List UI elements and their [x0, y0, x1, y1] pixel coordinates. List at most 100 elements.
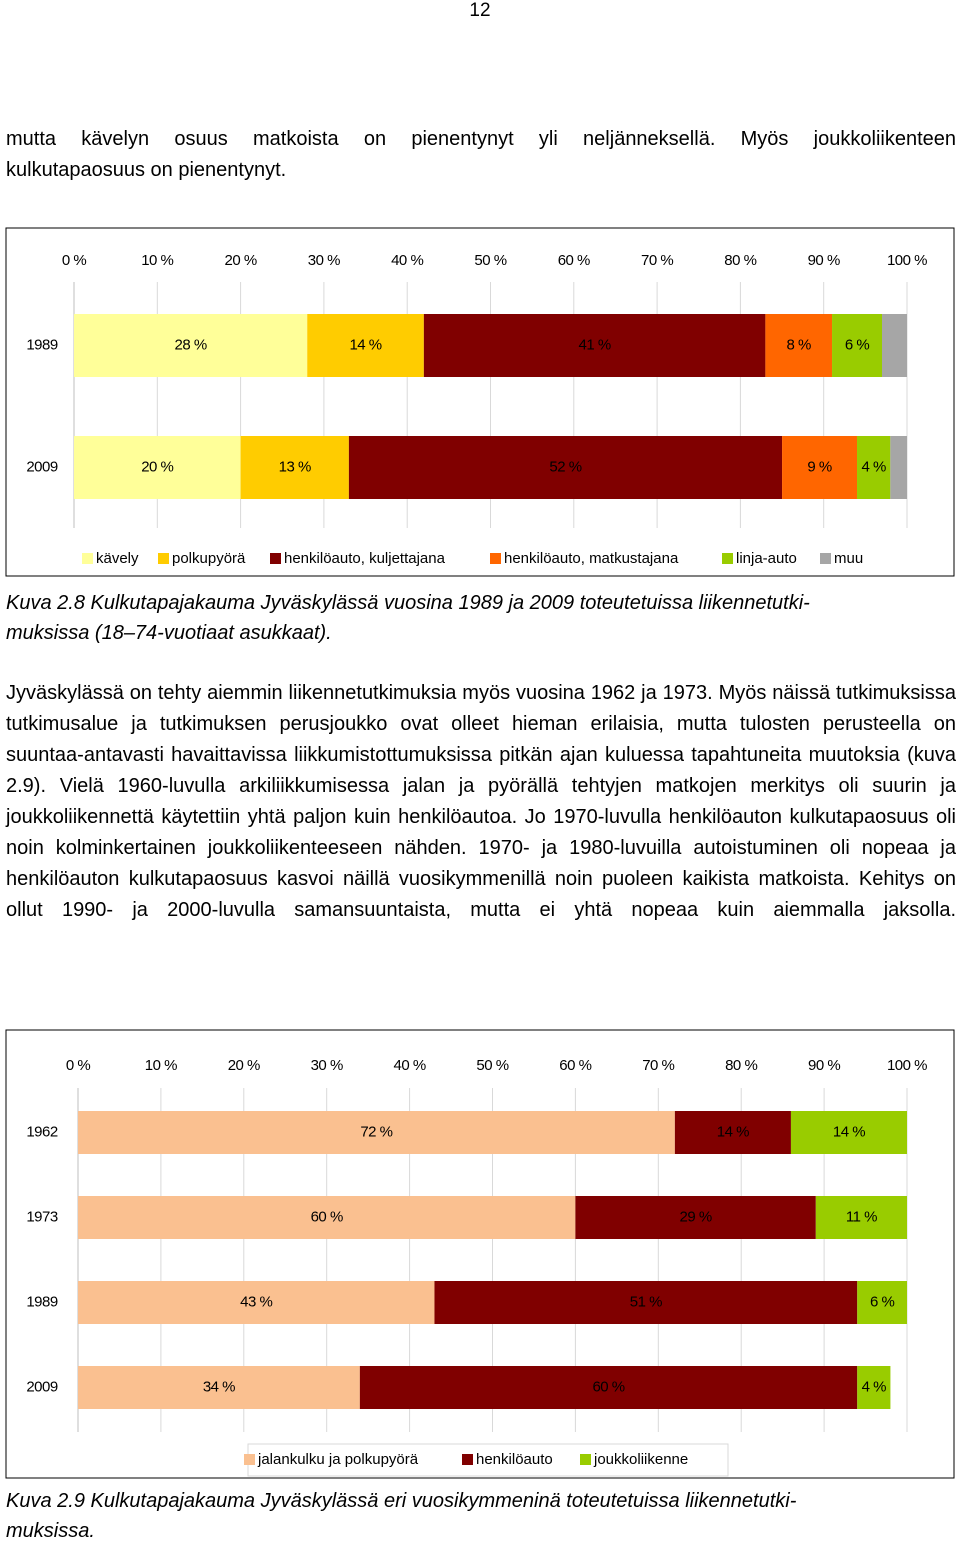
figure-caption-2-9-line-1: Kuva 2.9 Kulkutapajakauma Jyväskylässä e… [6, 1490, 797, 1512]
chart1-legend-swatch [722, 553, 733, 564]
chart1-legend-label: muu [834, 550, 863, 567]
chart1-category-label: 2009 [26, 458, 58, 475]
chart1-bar-segment [882, 314, 907, 377]
chart1-bar-segment [890, 436, 907, 499]
chart2-data-label: 14 % [833, 1123, 865, 1140]
chart1-legend-label: henkilöauto, kuljettajana [284, 550, 446, 567]
chart1-legend-label: henkilöauto, matkustajana [504, 550, 679, 567]
chart2-bar-segment [434, 1281, 858, 1324]
chart2-legend-box [247, 1443, 729, 1477]
page-number: 12 [469, 0, 491, 21]
chart2-bar-segment [359, 1366, 858, 1409]
chart1-x-tick-label: 70 % [641, 252, 673, 269]
chart2-x-tick-label: 70 % [642, 1057, 674, 1074]
chart2-data-label: 72 % [360, 1123, 392, 1140]
chart2-bar-segment [78, 1366, 360, 1409]
chart1-category-label: 1989 [26, 336, 58, 353]
chart1-legend-swatch [490, 553, 501, 564]
chart1-legend-label: kävely [96, 550, 139, 567]
chart2-data-label: 4 % [862, 1378, 887, 1395]
chart1-data-label: 41 % [579, 336, 611, 353]
chart1-data-label: 52 % [549, 458, 581, 475]
chart2-data-label: 11 % [846, 1208, 877, 1225]
chart1-data-label: 8 % [787, 336, 812, 353]
chart1-data-label: 6 % [845, 336, 870, 353]
chart1-x-tick-label: 50 % [474, 252, 506, 269]
chart2-x-tick-label: 50 % [476, 1057, 508, 1074]
chart2-data-label: 43 % [240, 1293, 272, 1310]
chart2-x-tick-label: 100 % [887, 1057, 927, 1074]
chart2-x-tick-label: 30 % [311, 1057, 343, 1074]
chart1-legend-swatch [82, 553, 93, 564]
chart2-data-label: 6 % [870, 1293, 895, 1310]
chart2-frame [5, 1029, 955, 1479]
chart2-data-label: 34 % [203, 1378, 235, 1395]
chart2-legend-swatch [580, 1454, 591, 1465]
chart2-bar-segment [790, 1111, 907, 1154]
chart1-x-tick-label: 10 % [141, 252, 173, 269]
chart1-x-tick-label: 80 % [724, 252, 756, 269]
chart2-bar-segment [78, 1281, 435, 1324]
intro-text-line-1: mutta kävelyn osuus matkoista on pienent… [6, 128, 956, 150]
chart2-data-label: 51 % [630, 1293, 662, 1310]
chart1-data-label: 28 % [175, 336, 207, 353]
chart2-data-label: 60 % [311, 1208, 343, 1225]
chart1-bar-segment [423, 314, 766, 377]
chart1-bar-segment [348, 436, 783, 499]
chart1-bar-segment [857, 436, 891, 499]
chart1-bar-segment [307, 314, 424, 377]
chart1-data-label: 14 % [349, 336, 381, 353]
chart1-x-tick-label: 30 % [308, 252, 340, 269]
chart1-data-label: 9 % [807, 458, 832, 475]
body-paragraph: Jyväskylässä on tehty aiemmin liikennetu… [6, 682, 956, 921]
chart2-bar-segment [78, 1111, 675, 1154]
chart2-legend-swatch [244, 1454, 255, 1465]
chart2-x-tick-label: 80 % [725, 1057, 757, 1074]
chart1-x-tick-label: 60 % [558, 252, 590, 269]
chart1-x-tick-label: 40 % [391, 252, 423, 269]
chart2-bar-segment [575, 1196, 816, 1239]
chart1-data-label: 13 % [279, 458, 311, 475]
chart2-data-label: 60 % [592, 1378, 624, 1395]
chart2-bar-segment [857, 1281, 907, 1324]
chart1-data-label: 4 % [862, 458, 887, 475]
chart1-legend-label: linja-auto [736, 550, 797, 567]
chart1-bar-segment [782, 436, 858, 499]
chart2-category-label: 1973 [26, 1208, 58, 1225]
chart1-bar-segment [240, 436, 349, 499]
chart2-bar-segment [815, 1196, 907, 1239]
chart2-legend-label: jalankulku ja polkupyörä [257, 1451, 419, 1468]
chart1-bar-segment [74, 436, 241, 499]
figure-caption-2-8-line-1: Kuva 2.8 Kulkutapajakauma Jyväskylässä v… [6, 592, 810, 614]
chart2-category-label: 1962 [26, 1123, 58, 1140]
chart2-bar-segment [78, 1196, 576, 1239]
chart1-x-tick-label: 0 % [62, 252, 87, 269]
chart1-legend-swatch [158, 553, 169, 564]
chart1-bar-segment [765, 314, 833, 377]
chart1-data-label: 20 % [141, 458, 173, 475]
chart2-legend-label: henkilöauto [476, 1451, 553, 1468]
chart2-x-tick-label: 40 % [393, 1057, 425, 1074]
chart2-bar-segment [674, 1111, 791, 1154]
chart1-legend-swatch [820, 553, 831, 564]
chart2-x-tick-label: 90 % [808, 1057, 840, 1074]
figure-caption-2-9-line-2: muksissa. [6, 1520, 95, 1542]
chart2-x-tick-label: 20 % [228, 1057, 260, 1074]
chart1-bar-segment [74, 314, 308, 377]
intro-text-line-2: kulkutapaosuus on pienentynyt. [6, 159, 287, 181]
chart1-x-tick-label: 20 % [224, 252, 256, 269]
chart2-x-tick-label: 0 % [66, 1057, 91, 1074]
chart1-x-tick-label: 100 % [887, 252, 927, 269]
chart1-x-tick-label: 90 % [808, 252, 840, 269]
chart2-data-label: 29 % [680, 1208, 712, 1225]
chart1-legend-swatch [270, 553, 281, 564]
chart1-frame [5, 227, 955, 577]
chart1-legend-label: polkupyörä [172, 550, 246, 567]
figure-caption-2-8-line-2: muksissa (18–74-vuotiaat asukkaat). [6, 622, 332, 644]
chart2-data-label: 14 % [717, 1123, 749, 1140]
chart2-legend-label: joukkoliikenne [593, 1451, 688, 1468]
chart2-bar-segment [857, 1366, 891, 1409]
chart2-legend-swatch [462, 1454, 473, 1465]
chart2-x-tick-label: 10 % [145, 1057, 177, 1074]
